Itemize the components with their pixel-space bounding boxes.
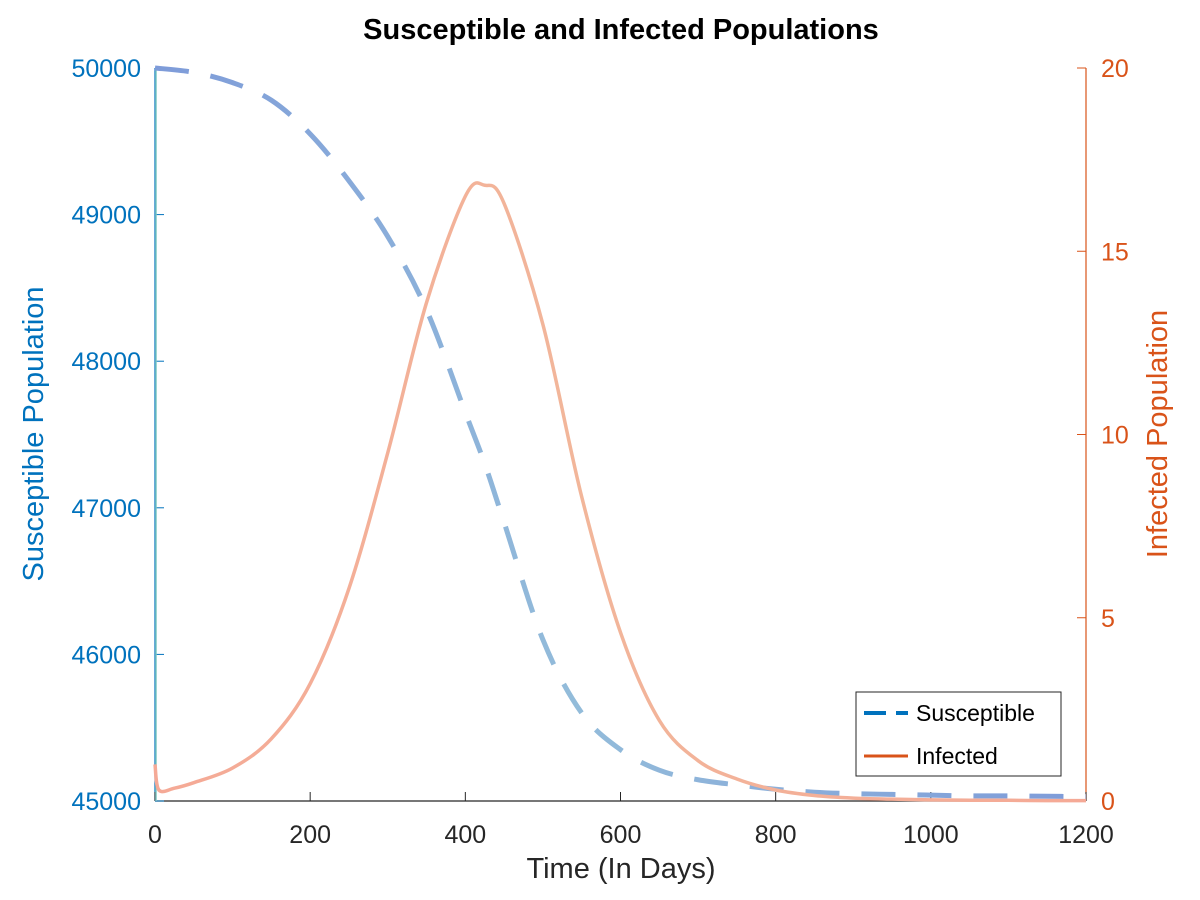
legend-label-infected: Infected — [916, 743, 998, 769]
y-right-axis-label: Infected Population — [1142, 310, 1174, 558]
legend-box — [855, 691, 1062, 777]
x-tick-label: 400 — [444, 821, 486, 849]
y-right-tick-label: 0 — [1101, 788, 1115, 816]
y-left-tick-label: 47000 — [71, 495, 141, 523]
y-left-tick-label: 45000 — [71, 788, 141, 816]
x-tick-label: 0 — [148, 821, 162, 849]
y-left-tick-label: 49000 — [71, 202, 141, 230]
x-axis-label: Time (In Days) — [526, 853, 715, 885]
y-left-tick-label: 50000 — [71, 55, 141, 83]
legend-label-susceptible: Susceptible — [916, 700, 1035, 726]
legend: Susceptible Infected — [855, 691, 1062, 777]
y-right-tick-label: 20 — [1101, 55, 1129, 83]
x-tick-label: 200 — [289, 821, 331, 849]
x-tick-label: 800 — [755, 821, 797, 849]
y-left-axis-label: Susceptible Population — [18, 286, 50, 581]
chart-title: Susceptible and Infected Populations — [363, 14, 879, 46]
y-right-tick-label: 15 — [1101, 238, 1129, 266]
x-tick-label: 1200 — [1058, 821, 1114, 849]
y-right-ticks: 0 5 10 15 20 — [1077, 55, 1129, 816]
y-right-tick-label: 5 — [1101, 605, 1115, 633]
y-left-tick-label: 48000 — [71, 348, 141, 376]
plot-area: 0 200 400 600 800 1000 1200 450004600047000480… — [71, 55, 1128, 849]
y-right-tick-label: 10 — [1101, 422, 1129, 450]
x-tick-label: 1000 — [903, 821, 959, 849]
series-layer — [153, 65, 1087, 803]
y-left-tick-label: 46000 — [71, 641, 141, 669]
infected-line — [153, 181, 1087, 803]
y-left-ticks: 45000 46000 47000 48000 49000 50000 — [71, 55, 164, 816]
x-ticks: 0 200 400 600 800 1000 1200 — [148, 792, 1114, 849]
susceptible-line — [154, 65, 1087, 800]
x-tick-label: 600 — [600, 821, 642, 849]
